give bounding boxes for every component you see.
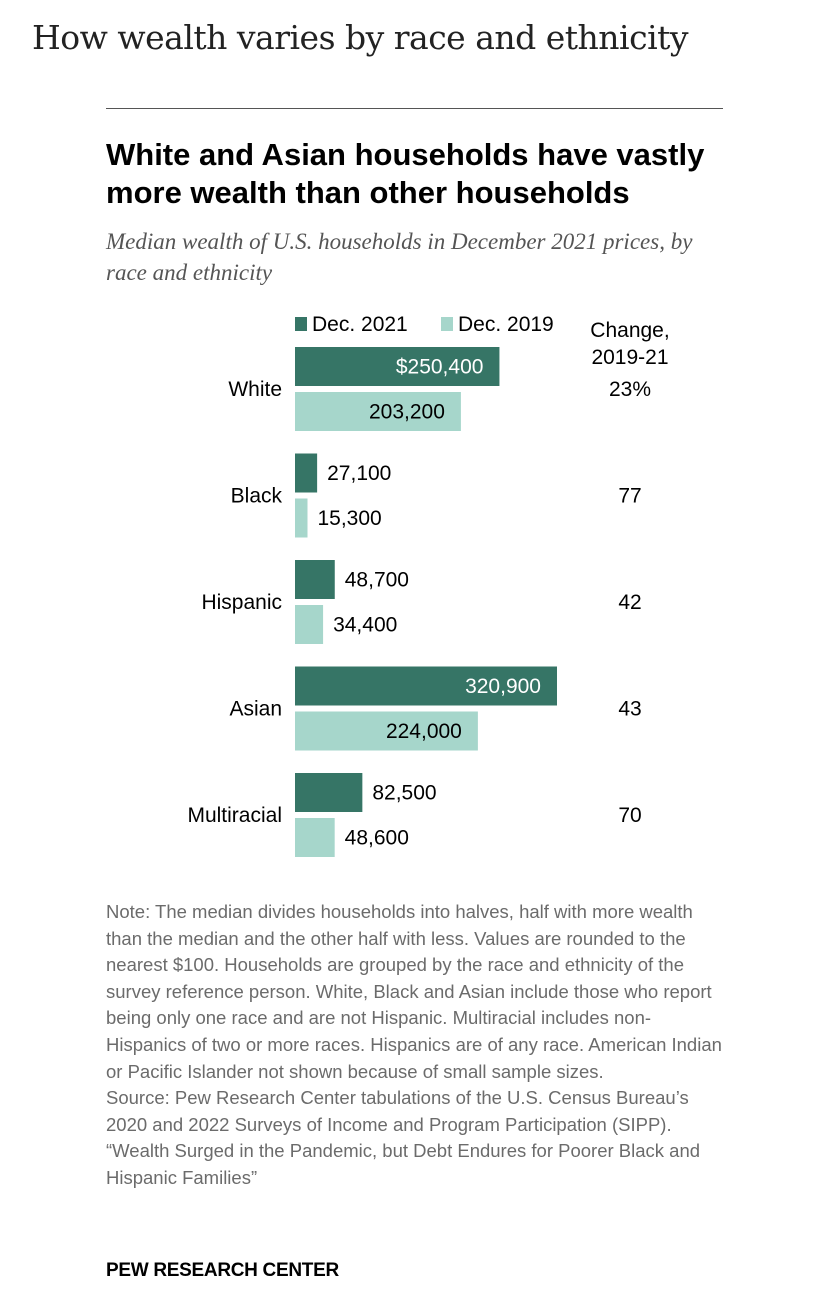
bar-dec2021 — [295, 453, 318, 493]
chart-title: White and Asian households have vastly m… — [106, 137, 705, 210]
change-value: 77 — [618, 485, 641, 508]
chart-notes: Note: The median divides households into… — [106, 899, 726, 1192]
change-value: 42 — [618, 591, 641, 614]
bar-dec2019 — [295, 711, 478, 751]
category-label: Asian — [229, 698, 282, 721]
bar-dec2019 — [295, 392, 461, 431]
category-label: Black — [231, 485, 283, 508]
bar-group-black: Black 27,100 15,300 77 — [231, 453, 642, 538]
bar-value-label: 27,100 — [327, 462, 391, 485]
legend-label-1: Dec. 2019 — [458, 313, 554, 336]
bar-value-label: 224,000 — [386, 720, 462, 743]
bar-dec2019 — [295, 818, 335, 857]
legend-label-0: Dec. 2021 — [312, 313, 408, 336]
bar-group-hispanic: Hispanic 48,700 34,400 42 — [201, 560, 642, 644]
category-label: White — [228, 378, 282, 401]
category-label: Multiracial — [187, 804, 282, 827]
bar-value-label: 203,200 — [369, 401, 445, 424]
bar-value-label: 15,300 — [317, 507, 381, 530]
bar-value-label: 320,900 — [465, 675, 541, 698]
bar-dec2021 — [295, 560, 335, 599]
legend-swatch-0 — [295, 317, 307, 331]
chart-subtitle: Median wealth of U.S. households in Dece… — [106, 229, 693, 285]
bar-value-label: 48,600 — [345, 827, 409, 850]
bar-group-white: White $250,400 203,200 23% — [228, 347, 651, 431]
bar-group-multiracial: Multiracial 82,500 48,600 70 — [187, 773, 642, 857]
change-column-header: Change, 2019-21 — [590, 319, 669, 369]
divider — [106, 108, 723, 109]
source-text: Source: Pew Research Center tabulations … — [106, 1087, 689, 1135]
bar-dec2021 — [295, 666, 557, 706]
bar-groups: White $250,400 203,200 23% Black 27,100 15,300… — [187, 347, 651, 857]
pew-research-center-logo: PEW RESEARCH CENTER — [106, 1260, 339, 1281]
bar-value-label: 34,400 — [333, 614, 397, 637]
bar-dec2021 — [295, 347, 500, 386]
bar-dec2019 — [295, 498, 308, 538]
change-value: 43 — [618, 698, 641, 721]
bar-value-label: $250,400 — [396, 356, 484, 379]
note-text: Note: The median divides households into… — [106, 901, 722, 1082]
bar-chart: Dec. 2021 Dec. 2019 Change, 2019-21 White $… — [187, 313, 670, 857]
change-value: 70 — [618, 804, 641, 827]
legend-swatch-1 — [441, 317, 453, 331]
category-label: Hispanic — [201, 591, 282, 614]
bar-dec2019 — [295, 605, 324, 644]
bar-dec2021 — [295, 773, 363, 812]
bar-value-label: 82,500 — [372, 782, 436, 805]
bar-value-label: 48,700 — [345, 569, 409, 592]
change-header-line-0: Change, — [590, 319, 669, 342]
report-title: “Wealth Surged in the Pandemic, but Debt… — [106, 1140, 701, 1188]
change-value: 23% — [609, 378, 651, 401]
chart-legend: Dec. 2021 Dec. 2019 — [295, 313, 554, 336]
change-header-line-1: 2019-21 — [591, 346, 668, 369]
page-heading: How wealth varies by race and ethnicity — [32, 18, 689, 57]
